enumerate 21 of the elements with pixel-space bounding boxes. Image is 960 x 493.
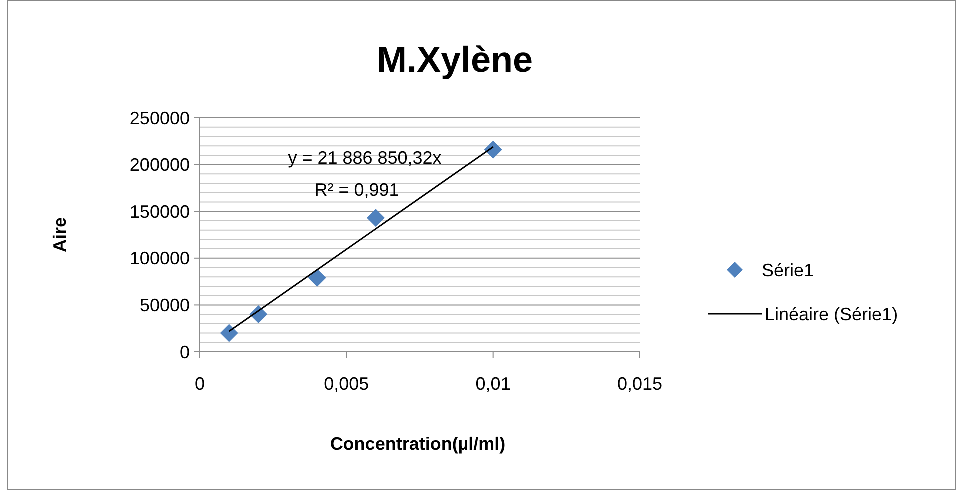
chart-title: M.Xylène [376,39,534,80]
y-axis-title: Aire [50,217,70,253]
y-tick-label: 150000 [130,202,190,222]
point [220,324,238,342]
y-tick-label: 100000 [130,248,190,269]
y-tick-label: 0 [180,342,190,362]
legend-label: Série1 [762,260,814,280]
point [367,209,385,228]
x-tick-label: 0 [194,374,206,394]
y-tick-label: 250000 [130,108,190,128]
annotation: R² = 0,991 [314,180,400,200]
y-tick-label: 50000 [140,296,190,316]
point [484,140,502,159]
x-axis-title: Concentration(µl/ml) [330,434,506,454]
legend-label: Linéaire (Série1) [765,304,898,324]
y-tick-label: 200000 [130,155,190,176]
point [308,269,326,288]
x-tick-label: 0,01 [476,374,511,394]
annotation: y = 21 886 850,32x [288,148,442,168]
x-tick-label: 0,015 [617,374,663,394]
x-tick-label: 0,005 [324,374,370,394]
